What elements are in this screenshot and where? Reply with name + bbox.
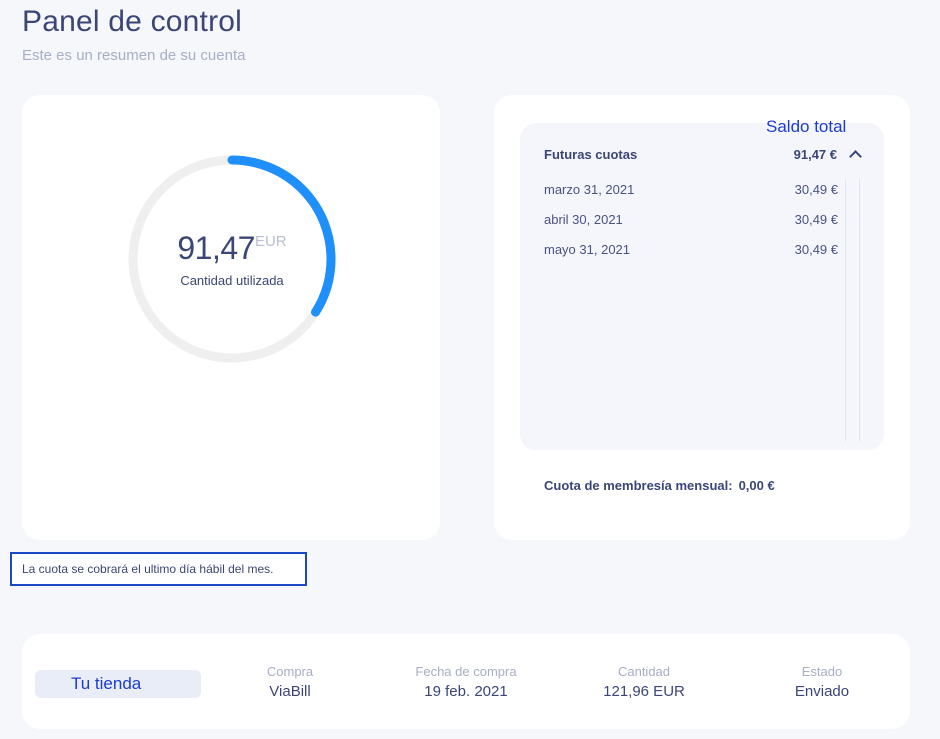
- installment-date: abril 30, 2021: [544, 212, 623, 227]
- scrollbar-edge: [859, 179, 860, 441]
- scrollbar-track[interactable]: [845, 179, 846, 441]
- list-item: marzo 31, 2021 30,49 €: [544, 180, 838, 210]
- col-value: Enviado: [794, 683, 850, 700]
- billing-note: La cuota se cobrará el ultimo día hábil …: [10, 552, 307, 586]
- purchase-col-compra: Compra ViaBill: [210, 664, 370, 700]
- installment-amount: 30,49 €: [794, 212, 838, 227]
- col-label: Compra: [266, 664, 314, 679]
- saldo-total-label: Saldo total: [766, 117, 847, 136]
- col-value: 121,96 EUR: [603, 683, 685, 700]
- purchase-col-estado: Estado Enviado: [742, 664, 902, 700]
- installment-amount: 30,49 €: [794, 182, 838, 197]
- purchase-card[interactable]: Tu tienda Compra ViaBill Fecha de compra…: [22, 634, 910, 729]
- col-label: Cantidad: [617, 664, 671, 679]
- list-item: mayo 31, 2021 30,49 €: [544, 240, 838, 270]
- future-installments-header[interactable]: Futuras cuotas 91,47 €: [544, 147, 862, 163]
- future-installments-title: Futuras cuotas: [544, 147, 638, 162]
- usage-donut-chart: 91,47 EUR Cantidad utilizada: [126, 153, 338, 365]
- used-amount-value: 91,47: [177, 230, 255, 266]
- membership-fee-label: Cuota de membresía mensual:: [544, 478, 733, 493]
- installment-date: marzo 31, 2021: [544, 182, 635, 197]
- used-amount-label: Cantidad utilizada: [180, 273, 284, 288]
- used-amount: 91,47 EUR: [177, 230, 286, 267]
- donut-center: 91,47 EUR Cantidad utilizada: [126, 153, 338, 365]
- membership-fee: Cuota de membresía mensual: 0,00 €: [544, 478, 775, 493]
- donut-progress-arc: [128, 155, 336, 363]
- purchase-col-cantidad: Cantidad 121,96 EUR: [564, 664, 724, 700]
- usage-card: 91,47 EUR Cantidad utilizada: [22, 95, 440, 540]
- page-subtitle: Este es un resumen de su cuenta: [22, 47, 246, 64]
- installment-date: mayo 31, 2021: [544, 242, 631, 257]
- installments-list: marzo 31, 2021 30,49 € abril 30, 2021 30…: [544, 180, 838, 270]
- installment-amount: 30,49 €: [794, 242, 838, 257]
- used-amount-currency: EUR: [254, 233, 287, 250]
- page-title: Panel de control: [22, 5, 243, 38]
- membership-fee-value: 0,00 €: [738, 478, 775, 493]
- chevron-up-icon[interactable]: [849, 150, 862, 163]
- balance-card: Futuras cuotas 91,47 € marzo 31, 2021 30…: [494, 95, 910, 540]
- col-value: ViaBill: [269, 683, 311, 700]
- future-installments-panel: Futuras cuotas 91,47 € marzo 31, 2021 30…: [520, 123, 884, 450]
- col-label: Estado: [801, 664, 843, 679]
- future-installments-total: 91,47 €: [793, 147, 837, 162]
- col-value: 19 feb. 2021: [424, 683, 508, 700]
- donut-svg: [128, 155, 336, 363]
- shop-name: Tu tienda: [35, 670, 201, 698]
- list-item: abril 30, 2021 30,49 €: [544, 210, 838, 240]
- purchase-col-fecha: Fecha de compra 19 feb. 2021: [386, 664, 546, 700]
- col-label: Fecha de compra: [415, 664, 517, 679]
